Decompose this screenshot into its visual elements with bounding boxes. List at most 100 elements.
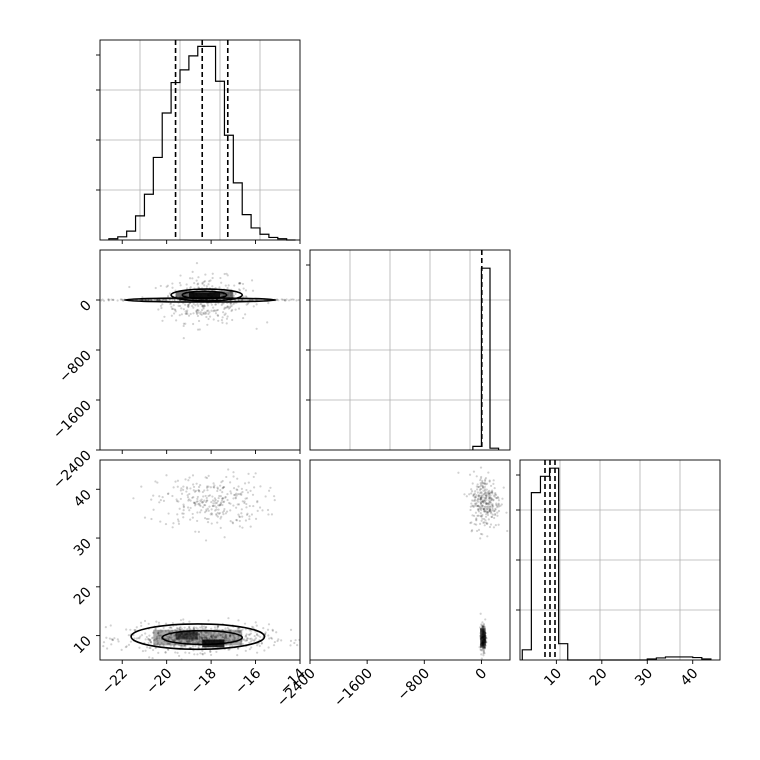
sample-point bbox=[188, 646, 191, 649]
sample-point bbox=[189, 632, 192, 635]
sample-point bbox=[474, 496, 478, 499]
sample-point bbox=[483, 640, 486, 643]
sample-point bbox=[268, 489, 271, 492]
sample-point bbox=[272, 495, 276, 498]
sample-point bbox=[484, 636, 487, 639]
sample-point bbox=[480, 492, 483, 495]
sample-point bbox=[231, 522, 235, 525]
sample-point bbox=[457, 471, 460, 474]
sample-point bbox=[216, 515, 220, 518]
sample-point bbox=[206, 489, 209, 492]
sample-point bbox=[479, 628, 483, 631]
sample-point bbox=[141, 296, 144, 299]
sample-point bbox=[201, 305, 204, 308]
sample-point bbox=[197, 489, 200, 492]
sample-point bbox=[189, 634, 192, 637]
sample-point bbox=[194, 637, 198, 640]
panel-scatter-p1-p3 bbox=[99, 459, 301, 661]
sample-point bbox=[475, 485, 478, 488]
sample-point bbox=[180, 644, 183, 648]
sample-point bbox=[479, 511, 482, 515]
sample-point bbox=[254, 472, 257, 475]
sample-point bbox=[201, 636, 204, 639]
sample-point bbox=[215, 514, 218, 517]
sample-point bbox=[210, 292, 213, 295]
sample-point bbox=[480, 637, 484, 640]
sample-point bbox=[482, 626, 485, 629]
sample-point bbox=[474, 495, 477, 499]
sample-point bbox=[128, 285, 131, 289]
sample-point bbox=[209, 650, 212, 653]
sample-point bbox=[192, 639, 195, 642]
sample-point bbox=[148, 639, 151, 642]
sample-point bbox=[479, 532, 483, 536]
sample-point bbox=[491, 490, 494, 493]
sample-point bbox=[484, 641, 487, 644]
sample-point bbox=[189, 518, 192, 521]
sample-point bbox=[189, 312, 192, 316]
sample-point bbox=[167, 636, 170, 639]
sample-point bbox=[205, 508, 208, 511]
sample-point bbox=[199, 303, 202, 306]
sample-point bbox=[213, 497, 217, 500]
sample-point bbox=[188, 498, 191, 501]
sample-point bbox=[483, 644, 486, 647]
sample-point bbox=[248, 504, 251, 508]
sample-point bbox=[193, 501, 196, 505]
sample-point bbox=[242, 316, 245, 320]
sample-point bbox=[120, 648, 123, 651]
sample-point bbox=[483, 492, 486, 496]
sample-point bbox=[196, 637, 199, 640]
sample-point bbox=[272, 644, 276, 647]
sample-point bbox=[205, 638, 208, 641]
sample-point bbox=[214, 498, 217, 501]
sample-point bbox=[205, 311, 208, 314]
sample-point bbox=[237, 493, 240, 496]
sample-point bbox=[267, 646, 270, 649]
sample-point bbox=[144, 632, 147, 635]
sample-point bbox=[183, 645, 186, 648]
grid bbox=[520, 460, 720, 660]
sample-point bbox=[482, 642, 485, 645]
sample-point bbox=[235, 492, 238, 495]
sample-point bbox=[215, 650, 218, 654]
sample-point bbox=[235, 488, 238, 491]
sample-point bbox=[266, 628, 270, 631]
sample-point bbox=[248, 641, 251, 644]
sample-point bbox=[203, 311, 206, 314]
sample-point bbox=[479, 537, 482, 540]
sample-point bbox=[199, 626, 202, 629]
sample-point bbox=[199, 311, 202, 314]
sample-point bbox=[490, 498, 493, 501]
sample-point bbox=[283, 299, 287, 302]
sample-point bbox=[210, 303, 213, 306]
sample-point bbox=[223, 636, 226, 639]
sample-point bbox=[240, 508, 243, 511]
sample-point bbox=[191, 631, 194, 634]
sample-point bbox=[211, 637, 214, 640]
sample-point bbox=[173, 635, 176, 638]
sample-point bbox=[154, 627, 157, 630]
sample-point bbox=[195, 312, 199, 316]
sample-point bbox=[174, 310, 177, 313]
sample-point bbox=[116, 299, 119, 302]
sample-point bbox=[198, 328, 201, 331]
sample-point bbox=[222, 639, 225, 642]
sample-point bbox=[202, 633, 205, 637]
sample-point bbox=[502, 486, 505, 489]
sample-point bbox=[158, 501, 161, 504]
sample-point bbox=[155, 298, 159, 301]
sample-point bbox=[229, 509, 232, 512]
sample-point bbox=[168, 636, 172, 639]
sample-point bbox=[487, 492, 490, 495]
x-tick-label: 40 bbox=[678, 666, 702, 690]
sample-point bbox=[199, 635, 202, 638]
sample-point bbox=[218, 504, 221, 507]
sample-point bbox=[122, 299, 125, 302]
sample-point bbox=[223, 307, 226, 311]
sample-point bbox=[266, 508, 270, 512]
sample-point bbox=[475, 488, 479, 491]
sample-point bbox=[485, 494, 488, 497]
sample-point bbox=[492, 499, 495, 502]
sample-point bbox=[480, 504, 484, 508]
